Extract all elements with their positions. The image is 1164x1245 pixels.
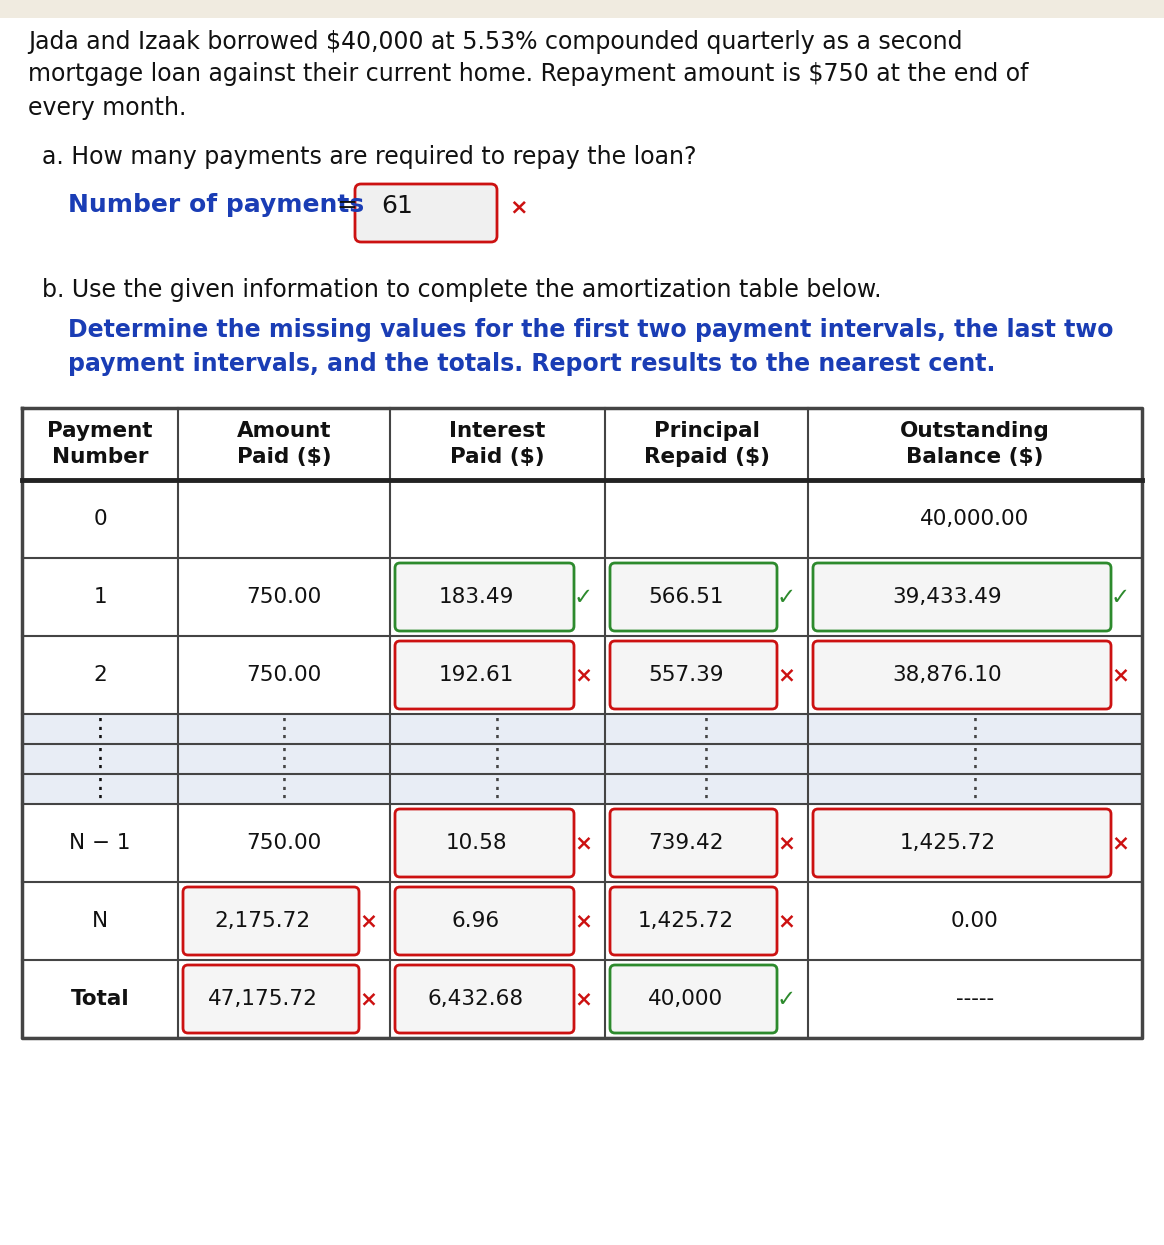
FancyBboxPatch shape (812, 641, 1110, 708)
Text: ×: × (1112, 833, 1129, 853)
FancyBboxPatch shape (610, 965, 778, 1033)
Bar (23, 637, 1141, 713)
Text: ⋮: ⋮ (87, 747, 113, 771)
Text: Principal
Repaid ($): Principal Repaid ($) (644, 421, 769, 467)
Text: payment intervals, and the totals. Report results to the nearest cent.: payment intervals, and the totals. Repor… (68, 352, 995, 376)
Text: ⋮: ⋮ (271, 777, 297, 801)
Text: 39,433.49: 39,433.49 (893, 586, 1002, 608)
Text: ⋮: ⋮ (87, 777, 113, 801)
FancyBboxPatch shape (183, 965, 359, 1033)
Text: 750.00: 750.00 (247, 833, 321, 853)
Text: b. Use the given information to complete the amortization table below.: b. Use the given information to complete… (42, 278, 881, 303)
Text: ×: × (778, 665, 795, 685)
Text: ⋮: ⋮ (694, 777, 719, 801)
FancyBboxPatch shape (395, 886, 574, 955)
Text: Total: Total (71, 989, 129, 1008)
FancyBboxPatch shape (610, 886, 778, 955)
Text: ✓: ✓ (776, 987, 796, 1011)
Text: Determine the missing values for the first two payment intervals, the last two: Determine the missing values for the fir… (68, 317, 1114, 342)
Text: Interest
Paid ($): Interest Paid ($) (449, 421, 546, 467)
FancyBboxPatch shape (610, 563, 778, 631)
Text: 10.58: 10.58 (446, 833, 506, 853)
Text: ✓: ✓ (776, 585, 796, 609)
Text: 739.42: 739.42 (648, 833, 723, 853)
Text: 0: 0 (93, 509, 107, 529)
Text: N: N (92, 911, 108, 931)
Text: 38,876.10: 38,876.10 (893, 665, 1002, 685)
Text: ⋮: ⋮ (87, 717, 113, 741)
Text: ×: × (574, 665, 592, 685)
Text: Jada and Izaak borrowed $40,000 at 5.53% compounded quarterly as a second: Jada and Izaak borrowed $40,000 at 5.53%… (28, 30, 963, 54)
Text: ×: × (1112, 665, 1129, 685)
Text: ⋮: ⋮ (694, 717, 719, 741)
Text: Payment
Number: Payment Number (48, 421, 152, 467)
Text: mortgage loan against their current home. Repayment amount is $750 at the end of: mortgage loan against their current home… (28, 62, 1029, 86)
Text: ⋮: ⋮ (963, 747, 987, 771)
FancyBboxPatch shape (812, 563, 1110, 631)
Bar (23, 806, 1141, 881)
Text: 40,000: 40,000 (648, 989, 723, 1008)
FancyBboxPatch shape (812, 809, 1110, 876)
Text: ×: × (360, 911, 377, 931)
Bar (23, 883, 1141, 959)
Text: ⋮: ⋮ (485, 717, 510, 741)
Text: ✓: ✓ (574, 585, 592, 609)
Text: Amount
Paid ($): Amount Paid ($) (236, 421, 332, 467)
Bar (23, 481, 1141, 557)
FancyBboxPatch shape (395, 809, 574, 876)
Text: 750.00: 750.00 (247, 665, 321, 685)
Text: 557.39: 557.39 (648, 665, 723, 685)
Text: 1,425.72: 1,425.72 (900, 833, 995, 853)
Text: 192.61: 192.61 (439, 665, 513, 685)
Text: ⋮: ⋮ (963, 717, 987, 741)
Text: 566.51: 566.51 (648, 586, 723, 608)
FancyBboxPatch shape (395, 965, 574, 1033)
Text: ×: × (509, 197, 527, 217)
Text: ×: × (778, 911, 795, 931)
Text: every month.: every month. (28, 96, 186, 120)
Text: Outstanding
Balance ($): Outstanding Balance ($) (900, 421, 1050, 467)
Bar (23, 715, 1141, 743)
Text: N − 1: N − 1 (69, 833, 130, 853)
Text: 0.00: 0.00 (951, 911, 999, 931)
Text: 2,175.72: 2,175.72 (214, 911, 311, 931)
Text: 1: 1 (93, 586, 107, 608)
Text: Number of payments: Number of payments (68, 193, 364, 217)
FancyBboxPatch shape (395, 563, 574, 631)
Text: 47,175.72: 47,175.72 (207, 989, 318, 1008)
Bar (23, 559, 1141, 635)
Text: 183.49: 183.49 (439, 586, 513, 608)
Text: 2: 2 (93, 665, 107, 685)
Text: ×: × (360, 989, 377, 1008)
Text: ×: × (574, 989, 592, 1008)
FancyBboxPatch shape (355, 184, 497, 242)
Text: ⋮: ⋮ (694, 747, 719, 771)
Text: 40,000.00: 40,000.00 (921, 509, 1030, 529)
Text: ×: × (778, 833, 795, 853)
Text: ×: × (574, 911, 592, 931)
Text: 1,425.72: 1,425.72 (638, 911, 733, 931)
Text: ⋮: ⋮ (271, 747, 297, 771)
Text: ×: × (574, 833, 592, 853)
Text: 6.96: 6.96 (452, 911, 501, 931)
Text: 61: 61 (381, 194, 413, 218)
Text: ⋮: ⋮ (963, 777, 987, 801)
FancyBboxPatch shape (183, 886, 359, 955)
FancyBboxPatch shape (395, 641, 574, 708)
Text: ⋮: ⋮ (271, 717, 297, 741)
Text: =: = (336, 193, 357, 217)
Text: 750.00: 750.00 (247, 586, 321, 608)
Text: ✓: ✓ (1110, 585, 1130, 609)
Bar (23, 745, 1141, 773)
Bar (23, 961, 1141, 1037)
Text: -----: ----- (956, 989, 994, 1008)
Text: ⋮: ⋮ (485, 747, 510, 771)
FancyBboxPatch shape (610, 641, 778, 708)
Bar (0, 0, 1164, 17)
Text: ⋮: ⋮ (485, 777, 510, 801)
Text: 6,432.68: 6,432.68 (428, 989, 524, 1008)
Text: a. How many payments are required to repay the loan?: a. How many payments are required to rep… (42, 144, 696, 169)
Bar (23, 774, 1141, 803)
FancyBboxPatch shape (610, 809, 778, 876)
